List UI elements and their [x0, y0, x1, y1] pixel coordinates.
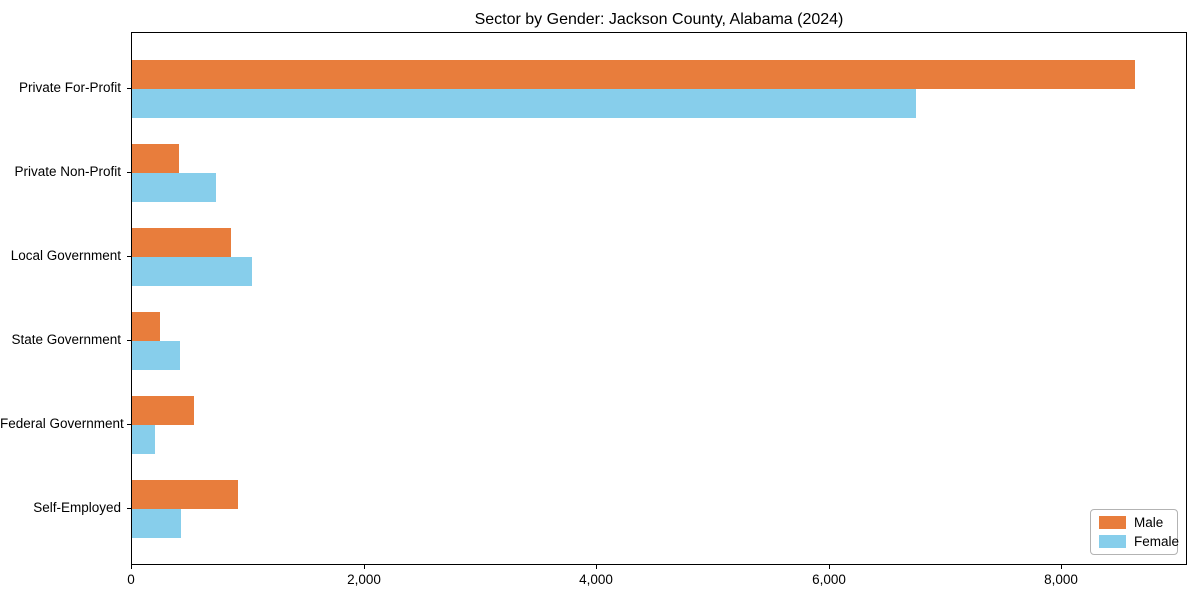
legend-item-male: Male	[1099, 514, 1169, 530]
bar-male-0	[132, 60, 1135, 89]
x-axis-tick	[1061, 565, 1062, 569]
bar-female-1	[132, 173, 216, 202]
x-axis-tick	[364, 565, 365, 569]
bar-female-4	[132, 425, 155, 454]
legend-item-female: Female	[1099, 534, 1179, 549]
x-tick-label: 0	[127, 572, 135, 587]
bar-male-3	[132, 312, 160, 341]
x-axis-tick	[131, 565, 132, 569]
bar-female-3	[132, 341, 180, 370]
legend: Male Female	[1090, 509, 1179, 555]
y-axis-label: Federal Government	[0, 416, 124, 431]
y-axis-tick	[127, 172, 131, 173]
bar-female-2	[132, 257, 252, 286]
legend-swatch-male	[1099, 516, 1126, 529]
bar-female-5	[132, 509, 181, 538]
x-tick-label: 4,000	[579, 572, 613, 587]
bar-male-5	[132, 480, 238, 509]
y-axis-tick	[127, 340, 131, 341]
y-axis-label: State Government	[11, 332, 121, 347]
y-axis-label: Private Non-Profit	[14, 164, 121, 179]
x-tick-label: 8,000	[1044, 572, 1078, 587]
bar-female-0	[132, 89, 916, 118]
bar-male-4	[132, 396, 194, 425]
y-axis-tick	[127, 424, 131, 425]
bar-male-1	[132, 144, 179, 173]
y-axis-label: Private For-Profit	[18, 80, 121, 95]
y-axis-tick	[127, 256, 131, 257]
chart-title: Sector by Gender: Jackson County, Alabam…	[474, 11, 844, 28]
y-axis-tick	[127, 508, 131, 509]
legend-label-female: Female	[1134, 533, 1180, 549]
y-axis-label: Self-Employed	[33, 500, 121, 515]
legend-swatch-female	[1099, 535, 1126, 548]
x-tick-label: 6,000	[812, 572, 846, 587]
x-axis-tick	[829, 565, 830, 569]
x-tick-label: 2,000	[347, 572, 381, 587]
y-axis-label: Local Government	[10, 248, 121, 263]
y-axis-tick	[127, 88, 131, 89]
legend-label-male: Male	[1134, 514, 1164, 530]
plot-area	[131, 32, 1187, 565]
x-axis-tick	[596, 565, 597, 569]
bar-male-2	[132, 228, 231, 257]
